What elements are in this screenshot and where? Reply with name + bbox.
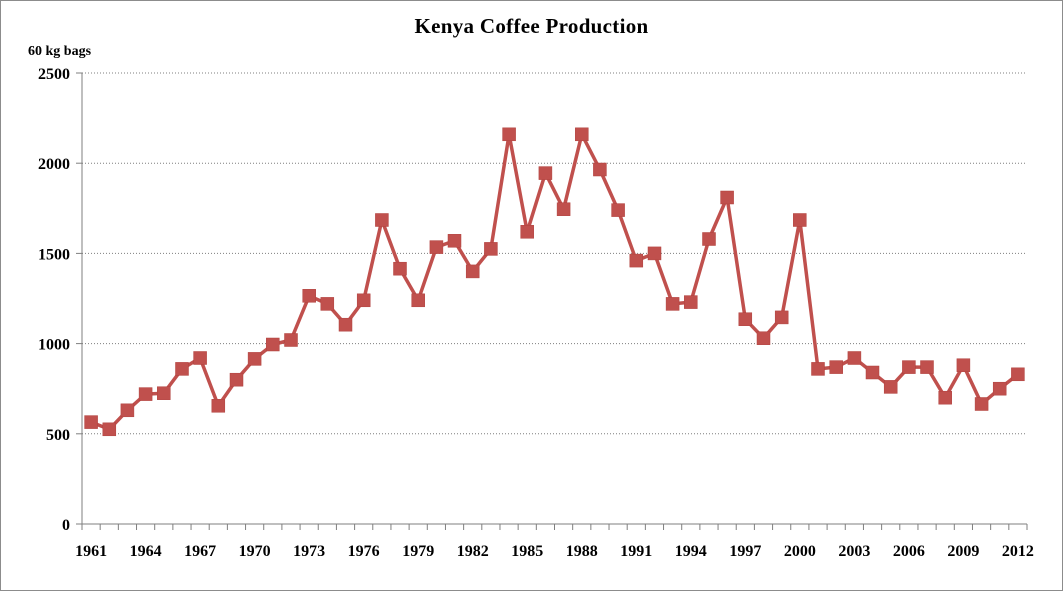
data-point [611, 203, 625, 217]
data-point [774, 310, 789, 325]
data-point [175, 362, 189, 376]
data-point [520, 225, 534, 239]
data-point [157, 386, 171, 400]
y-axis-ticks: 0 500 1000 1500 2000 2500 [38, 66, 82, 534]
data-point [974, 397, 989, 411]
x-tick-label: 2009 [947, 543, 979, 560]
y-tick-label: 2000 [38, 156, 70, 173]
data-point [320, 297, 335, 311]
data-point [902, 360, 916, 374]
y-tick-label: 1000 [38, 337, 70, 354]
y-tick-label: 2500 [38, 66, 70, 83]
data-point [938, 390, 952, 405]
data-point [120, 403, 135, 418]
x-tick-label: 2006 [893, 543, 925, 560]
data-point [284, 333, 298, 347]
data-point [338, 317, 353, 332]
data-point [1011, 367, 1025, 382]
x-tick-label: 1967 [184, 543, 216, 560]
data-point [629, 253, 644, 268]
x-tick-label: 1988 [566, 543, 598, 560]
data-point [702, 232, 716, 246]
data-point [756, 331, 771, 345]
x-tick-label: 1985 [511, 543, 543, 560]
data-point [193, 351, 207, 365]
axes [81, 73, 1027, 525]
data-point [956, 358, 971, 372]
data-point [211, 399, 226, 413]
data-point [356, 293, 371, 308]
gridlines [82, 72, 1027, 435]
x-tick-label: 2012 [1002, 543, 1034, 560]
data-point [266, 337, 280, 352]
x-tick-label: 1982 [457, 543, 489, 560]
data-point [84, 415, 98, 429]
x-tick-label: 1979 [402, 543, 434, 560]
data-point [865, 365, 880, 380]
data-point [302, 289, 316, 303]
x-tick-label: 2000 [784, 543, 816, 560]
data-point [883, 380, 898, 394]
y-tick-label: 500 [46, 427, 70, 444]
x-tick-label: 1964 [130, 543, 162, 560]
data-point [102, 422, 117, 437]
data-point [447, 234, 462, 248]
plot-area [84, 127, 1025, 437]
data-point [593, 162, 607, 177]
data-point [375, 213, 389, 227]
x-tick-label: 1970 [239, 543, 271, 560]
data-point [411, 293, 425, 308]
x-tick-label: 1976 [348, 543, 380, 560]
data-point [684, 295, 698, 309]
series-line [90, 132, 1019, 432]
data-point [811, 362, 825, 376]
data-point [429, 240, 444, 254]
data-point [393, 261, 407, 276]
data-point [920, 360, 934, 374]
data-point [647, 246, 662, 261]
data-point [575, 127, 589, 142]
x-tick-label: 1997 [729, 543, 761, 560]
data-point [502, 127, 516, 142]
x-tick-label: 1994 [675, 543, 707, 560]
data-point [465, 264, 480, 279]
y-tick-label: 0 [62, 517, 70, 534]
data-point [738, 312, 753, 326]
data-point [847, 351, 862, 365]
data-point [138, 387, 153, 401]
data-point [720, 190, 734, 205]
data-point [793, 213, 807, 227]
x-tick-label: 1961 [75, 543, 107, 560]
x-axis-ticks: 1961 1964 1967 1970 1973 1976 1979 1982 1985 1988… [75, 524, 1034, 560]
y-tick-label: 1500 [38, 246, 70, 263]
data-point [556, 202, 571, 216]
data-point [247, 352, 262, 366]
x-tick-label: 1973 [293, 543, 325, 560]
chart-title: Kenya Coffee Production [414, 14, 649, 38]
data-point [538, 166, 553, 180]
x-tick-label: 1991 [620, 543, 652, 560]
data-point [484, 242, 498, 256]
data-point [829, 360, 843, 374]
x-tick-label: 2003 [838, 543, 870, 560]
data-point [992, 381, 1007, 396]
y-axis-unit-label: 60 kg bags [28, 44, 92, 59]
data-point [229, 372, 244, 387]
data-point [665, 297, 680, 311]
